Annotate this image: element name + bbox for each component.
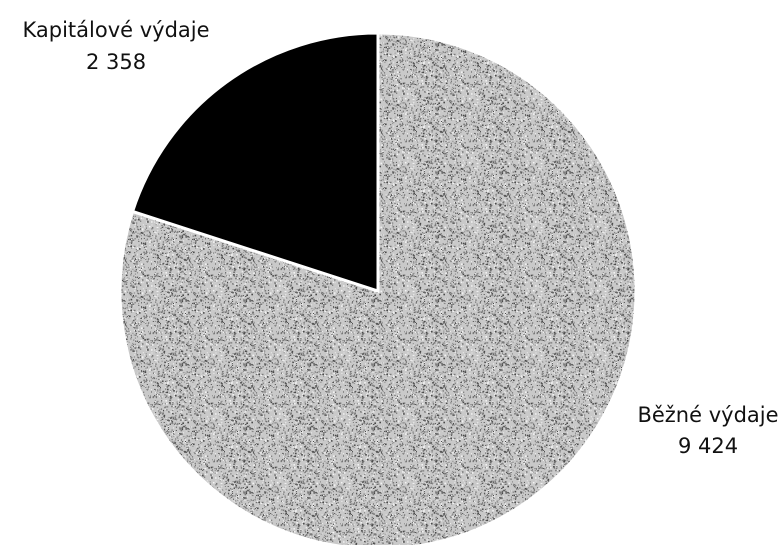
slice-value-bezne-vydaje: 9 424: [678, 434, 738, 458]
slice-label-bezne-vydaje: Běžné výdaje: [637, 403, 778, 427]
pie-slice-kapitalove-vydaje: [130, 31, 380, 294]
slice-value-kapitalove-vydaje: 2 358: [86, 50, 146, 74]
pie-slices: [118, 31, 638, 545]
slice-label-kapitalove-vydaje: Kapitálové výdaje: [22, 18, 209, 42]
pie-slice-bezne-vydaje: [118, 31, 638, 545]
